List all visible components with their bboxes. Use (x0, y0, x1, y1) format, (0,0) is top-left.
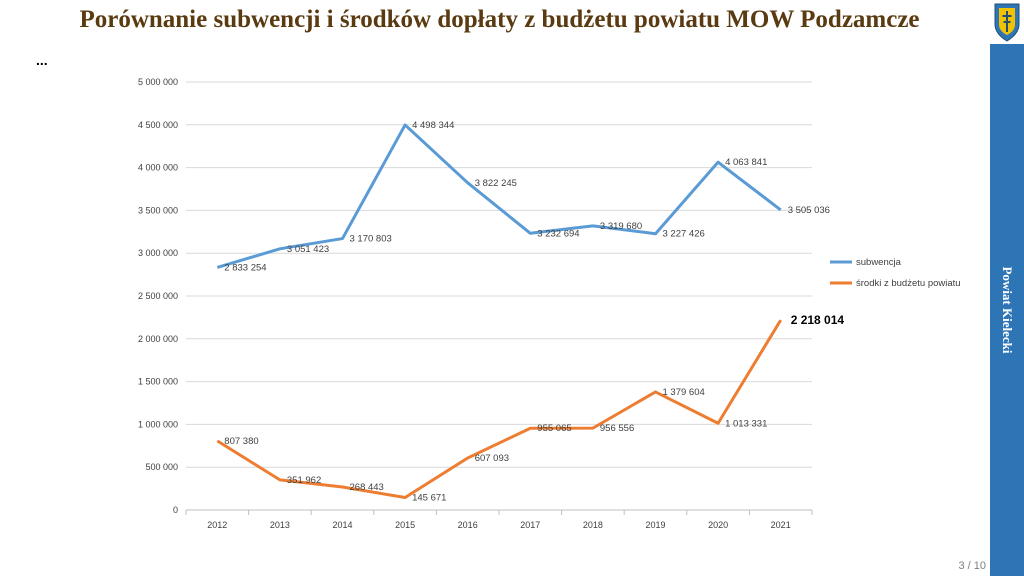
legend-label: środki z budżetu powiatu (856, 278, 961, 289)
x-tick-label: 2014 (332, 520, 352, 530)
data-label: 1 379 604 (663, 387, 705, 398)
x-tick-label: 2013 (270, 520, 290, 530)
data-label: 956 556 (600, 423, 634, 434)
data-label: 807 380 (224, 436, 258, 447)
data-label: 3 505 036 (788, 205, 830, 216)
series-line-subwencja (216, 123, 782, 269)
ellipsis-text: ... (36, 52, 48, 68)
crest-area (990, 0, 1024, 44)
sidebar-banner: Powiat Kielecki (990, 44, 1024, 576)
slide-title: Porównanie subwencji i środków dopłaty z… (79, 6, 920, 33)
x-tick-label: 2015 (395, 520, 415, 530)
data-label: 145 671 (412, 493, 446, 504)
y-tick-label: 3 000 000 (138, 248, 178, 258)
y-tick-label: 4 000 000 (138, 163, 178, 173)
x-tick-label: 2020 (708, 520, 728, 530)
y-tick-label: 4 500 000 (138, 120, 178, 130)
data-label: 3 170 803 (350, 234, 392, 245)
data-label: 3 822 245 (475, 178, 517, 189)
legend-label: subwencja (856, 257, 902, 268)
data-label: 2 833 254 (224, 262, 266, 273)
x-tick-label: 2018 (583, 520, 603, 530)
data-label: 4 498 344 (412, 120, 454, 131)
y-tick-label: 1 500 000 (138, 377, 178, 387)
y-tick-label: 0 (173, 505, 178, 515)
county-coat-of-arms-icon (994, 3, 1020, 42)
x-tick-label: 2017 (520, 520, 540, 530)
x-tick-label: 2021 (771, 520, 791, 530)
y-tick-label: 2 000 000 (138, 334, 178, 344)
x-tick-label: 2012 (207, 520, 227, 530)
y-tick-label: 1 000 000 (138, 419, 178, 429)
y-tick-label: 2 500 000 (138, 291, 178, 301)
data-label: 3 232 694 (537, 228, 579, 239)
data-label: 3 319 680 (600, 221, 642, 232)
data-label: 4 063 841 (725, 157, 767, 168)
data-label: 351 962 (287, 475, 321, 486)
y-tick-label: 5 000 000 (138, 77, 178, 87)
data-label: 2 218 014 (791, 313, 845, 327)
data-label: 3 051 423 (287, 244, 329, 255)
x-tick-label: 2019 (645, 520, 665, 530)
series-line-srodki (216, 319, 782, 500)
data-label: 268 443 (350, 482, 384, 493)
page-number: 3 / 10 (958, 560, 986, 572)
x-tick-label: 2016 (458, 520, 478, 530)
data-label: 1 013 331 (725, 418, 767, 429)
y-tick-label: 500 000 (145, 462, 178, 472)
y-tick-label: 3 500 000 (138, 205, 178, 215)
data-label: 607 093 (475, 453, 509, 464)
data-label: 3 227 426 (663, 229, 705, 240)
data-label: 955 065 (537, 423, 571, 434)
